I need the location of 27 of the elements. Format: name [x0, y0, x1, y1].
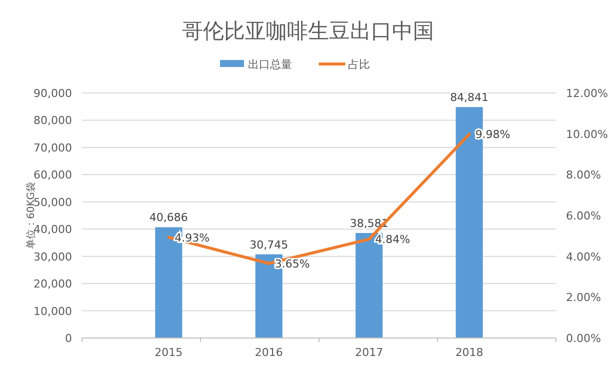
y2-tick-label: 12.00%: [566, 87, 608, 100]
x-tick-label: 2017: [355, 346, 384, 359]
y2-tick-label: 0.00%: [566, 332, 601, 345]
y-tick-label: 0: [65, 332, 72, 345]
y2-tick-label: 2.00%: [566, 291, 601, 304]
data-label: 30,745: [250, 238, 288, 252]
y2-tick-label: 10.00%: [566, 128, 608, 141]
y-tick-label: 60,000: [34, 168, 72, 182]
y-tick-label: 10,000: [34, 304, 72, 318]
x-tick-label: 2018: [455, 346, 484, 359]
y-tick-label: 80,000: [34, 114, 72, 128]
y-tick-label: 50,000: [34, 196, 72, 209]
y2-tick-label: 4.00%: [566, 250, 601, 264]
x-tick-label: 2015: [154, 346, 183, 359]
y-tick-label: 70,000: [34, 141, 72, 154]
y2-tick-label: 6.00%: [566, 210, 601, 222]
x-tick-label: 2016: [254, 346, 283, 359]
chart-title: 哥伦比亚咖啡生豆出口中国: [182, 19, 434, 43]
y-tick-label: 90,000: [34, 87, 72, 100]
y-tick-label: 20,000: [34, 278, 72, 291]
y-tick-label: 30,000: [34, 250, 72, 264]
data-label: 40,686: [149, 211, 188, 224]
data-label: 84,841: [450, 91, 489, 104]
legend-label: 出口总量: [248, 58, 292, 71]
y2-tick-label: 8.00%: [566, 168, 601, 182]
y-tick-label: 40,000: [34, 223, 72, 236]
legend-label: 占比: [348, 58, 370, 71]
